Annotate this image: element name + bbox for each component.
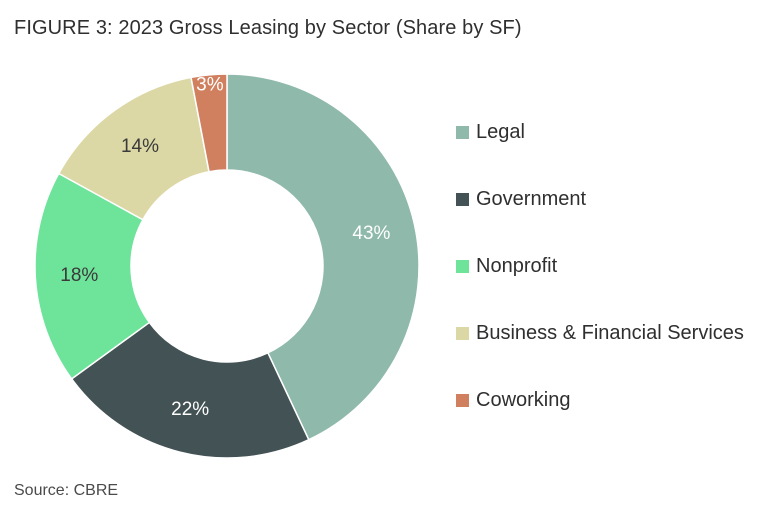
slice-legal [226,73,420,441]
slice-label-government: 22% [171,399,209,420]
chart-title: FIGURE 3: 2023 Gross Leasing by Sector (… [14,17,522,39]
legend-swatch [456,326,469,340]
legend-item-government: Government [456,185,744,213]
legend-item-legal: Legal [456,118,744,146]
legend-swatch [456,125,469,139]
legend-label: Government [476,187,587,210]
slice-coworking [190,73,228,173]
chart-legend: Legal Government Nonprofit Business & Finan… [456,118,744,453]
legend-label: Business & Financial Services [476,321,744,344]
slice-label-nonprofit: 18% [60,265,98,286]
legend-swatch [456,393,469,407]
legend-item-nonprofit: Nonprofit [456,252,744,280]
slice-label-legal: 43% [352,223,390,244]
legend-item-business-and-financial-services: Business & Financial Services [456,319,744,347]
legend-label: Nonprofit [476,254,558,277]
legend-swatch [456,192,469,206]
slice-label-coworking: 3% [196,74,224,95]
legend-swatch [456,259,469,273]
slice-nonprofit [34,172,151,380]
legend-label: Coworking [476,388,571,411]
legend-label: Legal [476,120,525,143]
slice-label-business-and-financial-services: 14% [121,136,159,157]
legend-item-coworking: Coworking [456,386,744,414]
slice-government [70,321,310,459]
source-note: Source: CBRE [14,482,119,499]
